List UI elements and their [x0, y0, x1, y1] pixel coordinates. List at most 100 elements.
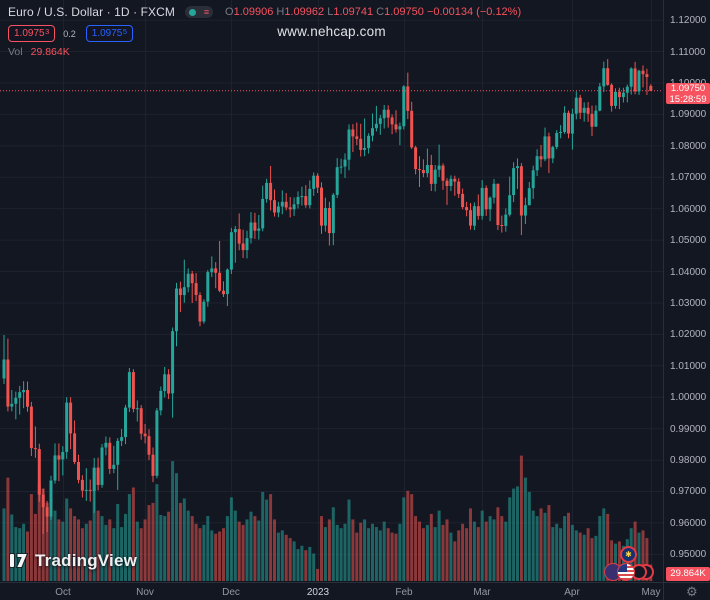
volume-bar: [519, 455, 523, 581]
volume-bar: [547, 505, 551, 581]
us-flag-event-icon[interactable]: [617, 563, 635, 581]
economic-event-icons[interactable]: ✱: [604, 544, 660, 582]
candle-body: [610, 84, 614, 106]
volume-bar: [347, 499, 351, 581]
volume-bar: [214, 533, 218, 581]
candle-body: [519, 166, 523, 216]
volume-bar: [339, 528, 343, 581]
volume-bar: [610, 540, 614, 581]
price-tick-label: 1.05000: [670, 235, 707, 246]
candle-body: [500, 225, 504, 226]
tradingview-logo[interactable]: TradingView: [8, 550, 137, 571]
candle-body: [457, 181, 461, 194]
eu-flag-event-icon[interactable]: ✱: [620, 546, 637, 563]
volume-bar: [131, 487, 135, 581]
time-tick-label: 2023: [306, 587, 330, 598]
candle-body: [41, 494, 45, 508]
volume-bar: [14, 527, 18, 581]
sell-price-button[interactable]: 1.0975 3: [8, 25, 56, 42]
candle-body: [410, 110, 414, 148]
bar-countdown: 15:28:59: [669, 93, 707, 105]
candle-body: [147, 436, 151, 455]
candle-body: [355, 136, 359, 139]
candle-body: [649, 85, 653, 91]
volume-bar: [617, 541, 621, 581]
volume-bar: [45, 502, 49, 581]
candle-body: [617, 91, 621, 98]
candle-body: [308, 188, 312, 206]
time-tick-label: Dec: [222, 587, 240, 598]
volume-bar: [320, 516, 323, 581]
volume-bar: [65, 498, 69, 581]
ohlc-readout: O 1.09906 H 1.09962 L 1.09741 C 1.09750 −0.0…: [225, 6, 521, 18]
ask-price: 1.0975: [91, 28, 123, 39]
candle-body: [378, 118, 382, 124]
volume-bar: [382, 521, 386, 581]
candle-body: [570, 113, 574, 134]
volume-bar: [116, 504, 120, 581]
volume-bar: [523, 477, 527, 581]
candle-body: [323, 208, 327, 226]
candle-body: [92, 467, 96, 491]
volume-bar: [363, 519, 367, 581]
candle-body: [84, 489, 88, 491]
price-tick-label: 1.01000: [670, 361, 707, 372]
candle-body: [461, 193, 465, 208]
candle-wick: [560, 125, 562, 139]
volume-bar: [265, 499, 269, 581]
volume-bar: [457, 530, 461, 581]
candle-body: [512, 168, 516, 196]
candle-body: [218, 272, 222, 291]
candle-body: [112, 464, 116, 469]
time-axis-settings-gear-icon[interactable]: ⚙: [686, 584, 698, 599]
candle-wick: [113, 445, 115, 474]
buy-price-button[interactable]: 1.0975 5: [85, 25, 134, 42]
volume-bar: [159, 515, 163, 581]
candle-wick: [356, 122, 358, 146]
volume-bar: [190, 516, 194, 581]
candle-wick: [211, 256, 213, 278]
candle-body: [296, 197, 300, 205]
volume-bar: [484, 521, 488, 581]
volume-bar: [292, 541, 296, 581]
candle-body: [508, 195, 512, 215]
quote-toggle-pill[interactable]: ≡: [185, 6, 214, 18]
candle-body: [61, 451, 65, 460]
status-dot-icon: [188, 8, 196, 16]
candle-body: [186, 273, 190, 288]
volume-bar: [516, 486, 519, 581]
volume-bar: [139, 528, 143, 581]
lines-icon: ≡: [203, 6, 210, 17]
candle-body: [284, 201, 288, 208]
candle-body: [249, 222, 253, 239]
volume-bar: [570, 524, 574, 581]
high-label: H: [276, 6, 285, 18]
volume-bar: [374, 527, 378, 581]
volume-bar: [402, 497, 406, 581]
volume-bar: [273, 519, 276, 581]
candle-body: [363, 148, 367, 150]
volume-bar: [406, 490, 410, 581]
price-tick-label: 1.09000: [670, 109, 707, 120]
candle-body: [300, 196, 304, 198]
candle-body: [343, 159, 347, 167]
candle-body: [29, 406, 33, 449]
volume-bar: [602, 508, 606, 581]
candle-body: [449, 178, 453, 186]
candle-wick: [136, 400, 138, 422]
price-tick-label: 0.98000: [670, 455, 707, 466]
candle-wick: [375, 105, 377, 132]
volume-bar: [198, 528, 202, 581]
candle-wick: [399, 122, 401, 146]
volume-bar: [500, 516, 504, 581]
candle-body: [253, 222, 257, 231]
volume-bar: [194, 523, 198, 581]
candle-body: [222, 290, 225, 295]
price-tick-label: 1.03000: [670, 298, 707, 309]
volume-bar: [61, 521, 65, 581]
candle-wick: [191, 270, 193, 303]
volume-bar: [433, 527, 437, 581]
candle-body: [567, 112, 570, 134]
volume-bar: [535, 516, 539, 581]
